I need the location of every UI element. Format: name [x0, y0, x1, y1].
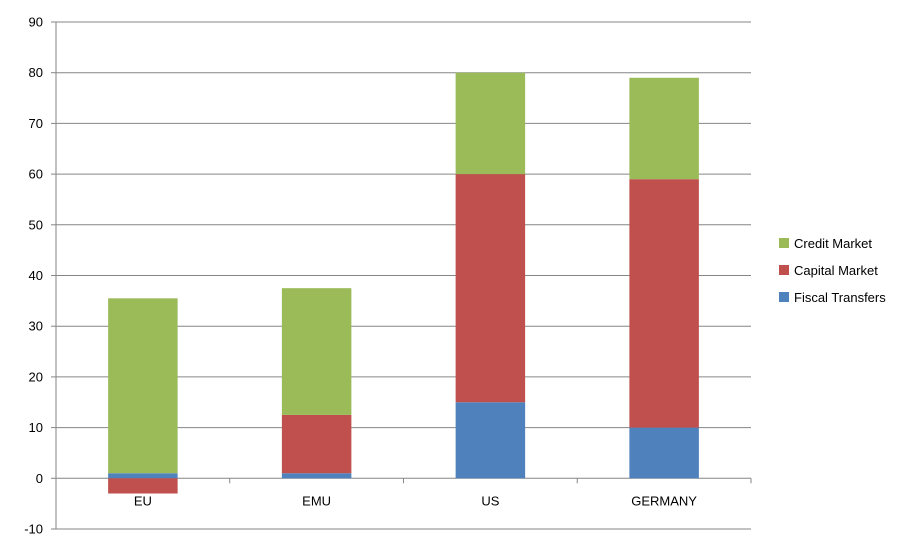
- y-tick-label: 60: [29, 167, 43, 182]
- bar-credit-market-eu: [108, 298, 178, 474]
- bar-fiscal-transfers-germany: [629, 427, 699, 479]
- x-tick-label: EMU: [302, 493, 331, 508]
- y-tick-label: 40: [29, 268, 43, 283]
- bar-capital-market-eu: [108, 478, 178, 494]
- legend-label: Credit Market: [794, 236, 872, 251]
- x-tick-label: GERMANY: [631, 493, 697, 508]
- x-tick-labels: EU EMU US GERMANY: [134, 493, 697, 508]
- x-tick-label: EU: [134, 493, 152, 508]
- y-tick-label: 50: [29, 217, 43, 232]
- y-tick-label: 30: [29, 319, 43, 334]
- y-tick-label: 70: [29, 116, 43, 131]
- bar-credit-market-us: [455, 72, 526, 175]
- bars: [108, 72, 699, 494]
- y-tick-label: 80: [29, 65, 43, 80]
- bar-capital-market-us: [455, 174, 526, 403]
- y-tick-label: 0: [36, 471, 43, 486]
- legend-swatch: [779, 238, 789, 248]
- bar-capital-market-emu: [281, 414, 352, 474]
- legend-label: Fiscal Transfers: [794, 290, 886, 305]
- bar-fiscal-transfers-us: [455, 402, 526, 479]
- y-tick-label: -10: [24, 522, 43, 537]
- y-tick-labels: -10 0 10 20 30 40 50 60 70 80 90: [24, 15, 43, 537]
- legend-swatch: [779, 292, 789, 302]
- y-tick-label: 10: [29, 420, 43, 435]
- bar-credit-market-germany: [629, 77, 699, 180]
- legend-swatch: [779, 265, 789, 275]
- x-tick-label: US: [481, 493, 499, 508]
- bar-credit-market-emu: [281, 288, 352, 415]
- y-tick-label: 90: [29, 15, 43, 30]
- bar-capital-market-germany: [629, 179, 699, 428]
- y-tick-label: 20: [29, 369, 43, 384]
- legend: Credit Market Capital Market Fiscal Transf…: [779, 236, 886, 305]
- bar-fiscal-transfers-eu: [108, 473, 178, 479]
- bar-fiscal-transfers-emu: [281, 473, 352, 479]
- legend-label: Capital Market: [794, 263, 878, 278]
